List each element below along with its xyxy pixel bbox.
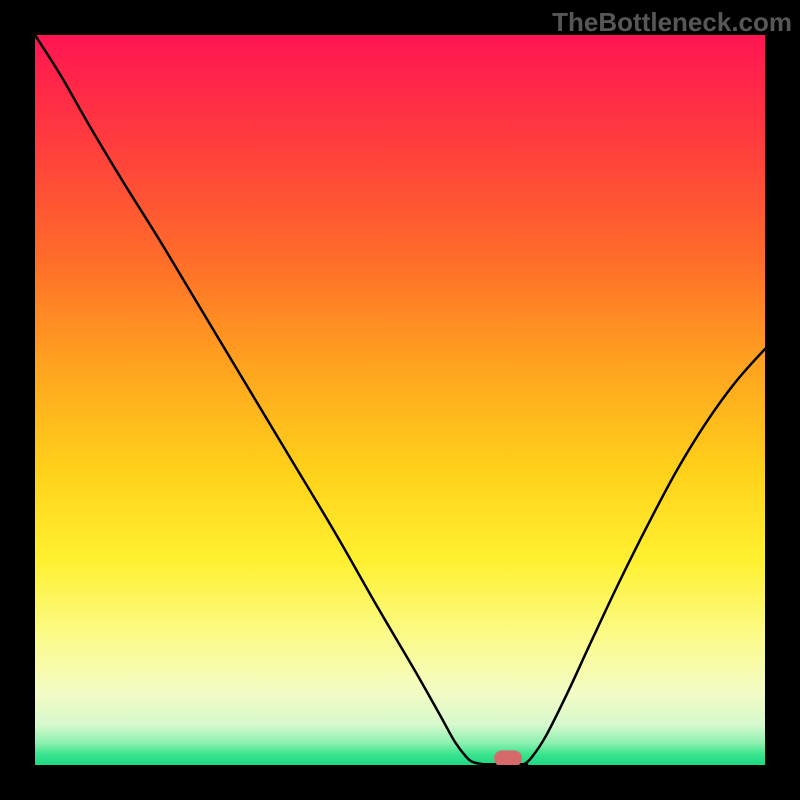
plot-area — [35, 35, 765, 765]
minimum-marker — [35, 35, 765, 765]
watermark-text: TheBottleneck.com — [552, 7, 792, 38]
